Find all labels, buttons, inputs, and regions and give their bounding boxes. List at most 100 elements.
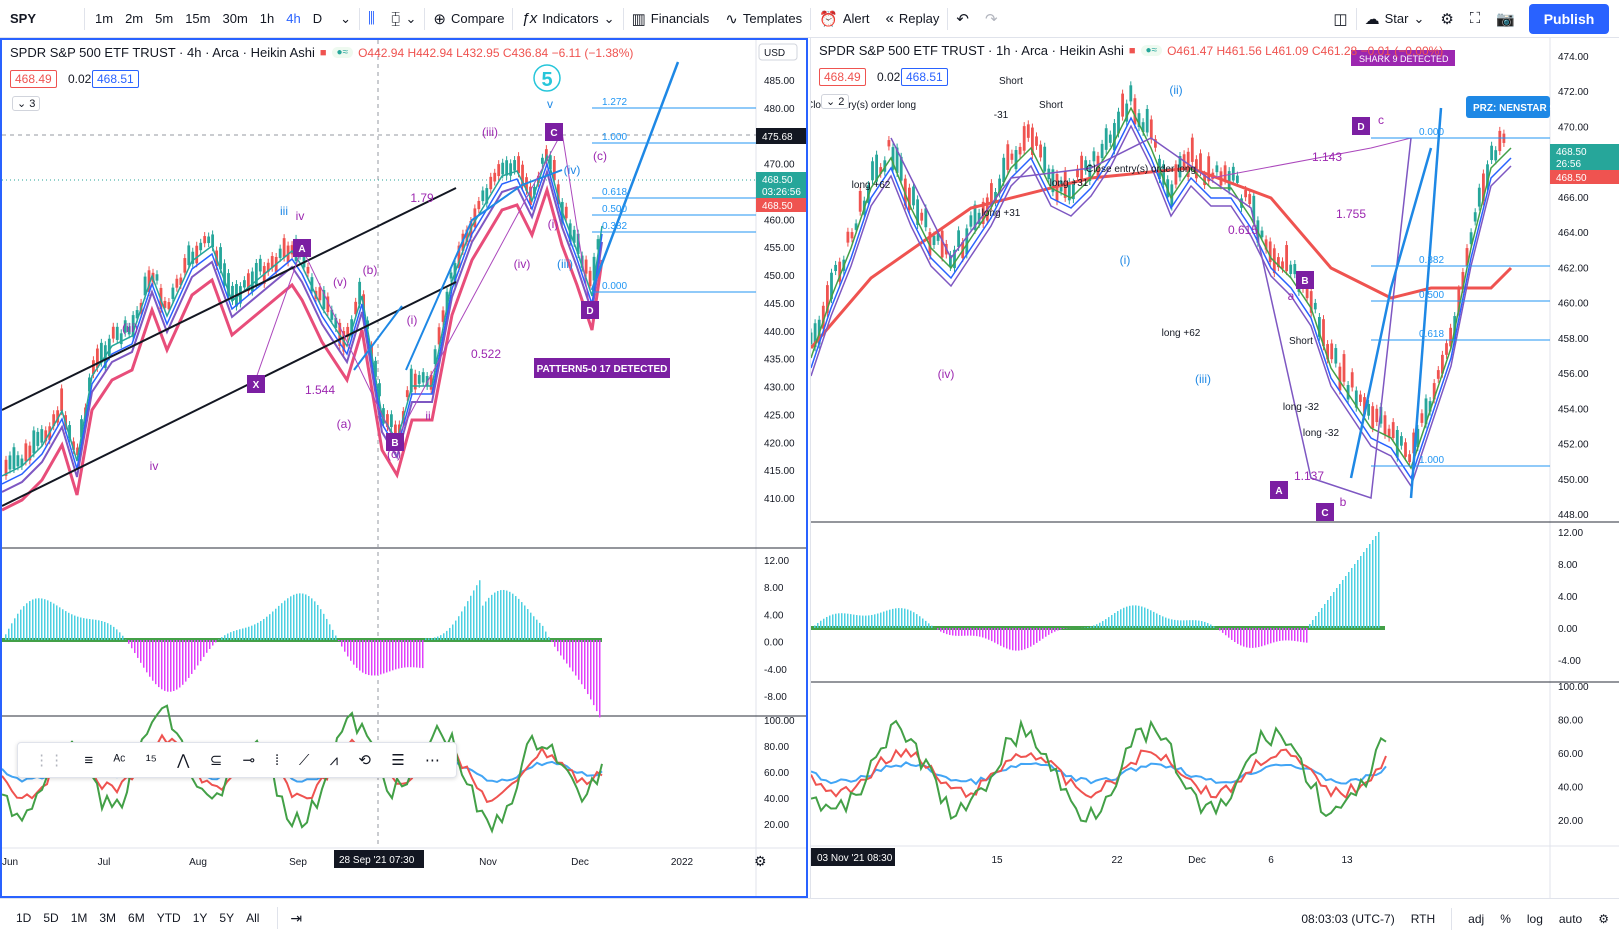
candle-body [1236, 175, 1239, 183]
trend-line-icon[interactable]: ⟋ [298, 751, 310, 769]
candle-body [88, 377, 91, 392]
zigzag-icon[interactable]: ⋀ [177, 752, 190, 769]
osc-histogram-bar [1297, 628, 1299, 642]
layout-name-button[interactable]: ☁ Star ⌄ [1357, 0, 1433, 38]
range-1d[interactable]: 1D [16, 911, 32, 925]
undo-button[interactable]: ↶ [948, 0, 977, 38]
horizontal-ray-icon[interactable]: ⊸ [242, 752, 256, 769]
chart-type-button[interactable]: ⧮ ⌄ [383, 0, 424, 38]
log-toggle[interactable]: log [1526, 911, 1543, 926]
drag-handle-icon[interactable]: ⋮⋮ [34, 752, 65, 769]
abcd-pattern-icon[interactable]: ᴬᶜ [113, 751, 126, 769]
wave-label: (b) [363, 263, 378, 277]
right-chart-pane[interactable]: 474.00472.00470.00468.00466.00464.00462.… [810, 38, 1619, 898]
indicators-button[interactable]: ƒx Indicators ⌄ [513, 0, 622, 38]
right-bid-price[interactable]: 468.49 [819, 68, 866, 86]
osc-histogram-bar [401, 640, 403, 668]
osc-histogram-bar [446, 630, 448, 640]
osc-histogram-bar [467, 601, 469, 640]
candle-body [68, 425, 71, 439]
right-collapse-legend-button[interactable]: ⌄ 2 [821, 94, 850, 109]
interval-2m[interactable]: 2m [125, 11, 144, 26]
bar-style-button[interactable]: ⫼ [360, 0, 383, 38]
indicator-toggle-icon[interactable]: ●≈ [1140, 45, 1163, 56]
adj-toggle[interactable]: adj [1468, 911, 1485, 926]
interval-4h[interactable]: 4h [286, 11, 301, 26]
interval-1h[interactable]: 1h [259, 11, 275, 26]
candle-body [1441, 354, 1444, 374]
osc-histogram-bar [1108, 617, 1110, 628]
top-toolbar: SPY 1m 2m 5m 15m 30m 1h 4h D ⌄ ⫼ ⧮ ⌄ ⊕ Compare ƒx… [0, 0, 1619, 38]
osc-histogram-bar [506, 590, 508, 640]
candle-body [405, 390, 409, 398]
indicator-toggle-icon[interactable]: ●≈ [331, 47, 354, 58]
symbol-search[interactable]: SPY [10, 11, 37, 26]
left-chart-pane[interactable]: 485.00480.00475.00470.00465.00460.00455.… [0, 38, 808, 898]
osc-histogram-bar [1135, 605, 1137, 628]
osc-histogram-bar [101, 620, 103, 640]
range-5y[interactable]: 5Y [219, 911, 235, 925]
left-bid-price[interactable]: 468.49 [10, 70, 57, 88]
financials-button[interactable]: ▥ Financials [624, 0, 718, 38]
left-ask-price[interactable]: 468.51 [92, 70, 139, 88]
fib-level-label: 0.000 [1419, 127, 1444, 138]
osc-histogram-bar [92, 619, 94, 640]
interval-15m[interactable]: 15m [185, 11, 211, 26]
candle-body [1412, 432, 1416, 454]
candle-body [920, 212, 924, 221]
auto-toggle[interactable]: auto [1558, 911, 1583, 926]
percent-toggle[interactable]: % [1500, 911, 1511, 926]
candle-body [1490, 145, 1493, 161]
osc-histogram-bar [1234, 628, 1236, 643]
session-toggle[interactable]: RTH [1410, 911, 1436, 926]
snapshot-button[interactable]: 📷 [1488, 0, 1523, 38]
horizontal-lines-icon[interactable]: ≡ [84, 751, 94, 769]
right-ask-price[interactable]: 468.51 [901, 68, 948, 86]
range-3m[interactable]: 3M [99, 911, 117, 925]
interval-dropdown-button[interactable]: ⌄ [332, 0, 359, 38]
layout-button[interactable]: ◫ [1325, 0, 1355, 38]
elliott-wave-icon[interactable]: ¹⁵ [145, 751, 157, 769]
interval-D[interactable]: D [312, 11, 323, 26]
price-tag-2 [1550, 170, 1619, 184]
settings-button[interactable]: ⚙ [1432, 0, 1461, 38]
interval-30m[interactable]: 30m [222, 11, 248, 26]
goto-date-icon[interactable]: ⇥ [290, 909, 303, 926]
compare-button[interactable]: ⊕ Compare [425, 0, 512, 38]
right-chart-canvas[interactable]: 474.00472.00470.00468.00466.00464.00462.… [811, 38, 1619, 898]
fullscreen-button[interactable]: ⛶ [1462, 0, 1489, 38]
alert-button[interactable]: ⏰ Alert [811, 0, 877, 38]
osc-histogram-bar [128, 640, 130, 644]
range-1y[interactable]: 1Y [192, 911, 208, 925]
brush-icon[interactable]: ⟲ [358, 752, 371, 769]
left-collapse-legend-button[interactable]: ⌄ 3 [12, 96, 41, 111]
fib-retracement-icon[interactable]: ⊆ [209, 752, 223, 769]
range-all[interactable]: All [246, 911, 260, 925]
more-tools-icon[interactable]: ⋯ [424, 752, 440, 769]
range-1m[interactable]: 1M [70, 911, 88, 925]
scale-settings-icon[interactable]: ⚙ [1598, 911, 1609, 926]
redo-button[interactable]: ↷ [977, 0, 1006, 38]
templates-button[interactable]: ∿ Templates [717, 0, 810, 38]
clock[interactable]: 08:03:03 (UTC-7) [1301, 911, 1395, 926]
eye-icon[interactable]: ■ [1128, 44, 1136, 57]
interval-5m[interactable]: 5m [155, 11, 174, 26]
eye-icon[interactable]: ■ [319, 46, 327, 59]
candle-body [449, 272, 453, 279]
xabcd-pattern-icon[interactable]: ⩘ [329, 751, 339, 769]
osc-histogram-bar [1291, 628, 1293, 641]
interval-1m[interactable]: 1m [95, 11, 114, 26]
candle-body [135, 310, 139, 319]
settings-list-icon[interactable]: ☰ [391, 752, 405, 769]
range-5d[interactable]: 5D [43, 911, 59, 925]
osc-histogram-bar [1132, 605, 1134, 628]
range-ytd[interactable]: YTD [156, 911, 181, 925]
osc-histogram-bar [581, 640, 583, 685]
range-6m[interactable]: 6M [128, 911, 145, 925]
publish-button[interactable]: Publish [1529, 4, 1609, 34]
osc-histogram-bar [113, 626, 115, 640]
candle-body [282, 238, 286, 258]
replay-button[interactable]: « Replay [878, 0, 948, 38]
long-position-icon[interactable]: ⦙ [275, 751, 279, 769]
osc-histogram-bar [389, 640, 391, 672]
